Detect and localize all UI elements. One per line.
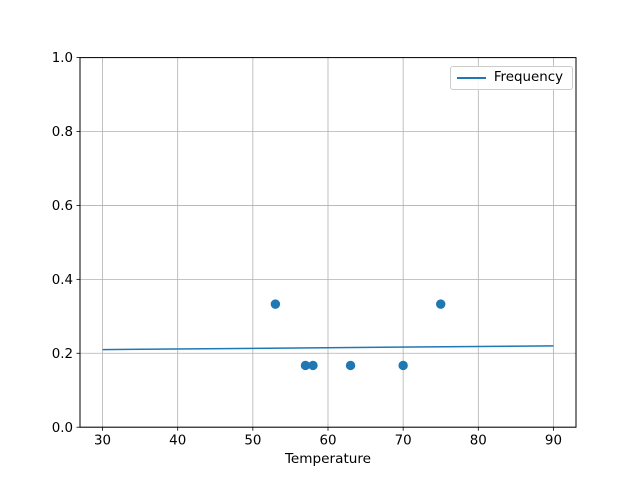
x-tick-label: 40: [169, 434, 186, 449]
scatter-point: [345, 360, 356, 371]
x-tick-label: 70: [395, 434, 412, 449]
y-tick-label: 0.6: [52, 199, 73, 214]
y-tick-label: 0.4: [52, 273, 73, 288]
y-tick-label: 1.0: [52, 51, 73, 66]
x-tick-label: 80: [470, 434, 487, 449]
scatter-point: [300, 360, 311, 371]
x-tick-label: 30: [94, 434, 111, 449]
x-tick-label: 60: [319, 434, 336, 449]
scatter-point: [270, 299, 281, 309]
legend-line-sample: [456, 77, 486, 79]
x-tick-label: 50: [244, 434, 261, 449]
legend-label: Frequency: [493, 70, 563, 86]
y-tick-label: 0.0: [52, 421, 73, 436]
x-tick-label: 90: [545, 434, 562, 449]
scatter-point: [308, 360, 318, 371]
x-axis-label: Temperature: [284, 451, 372, 467]
legend: Frequency: [449, 66, 573, 90]
y-tick-label: 0.8: [52, 125, 73, 140]
scatter-point: [398, 360, 408, 371]
scatter-point: [436, 299, 446, 309]
line-series: [102, 345, 554, 351]
y-tick-label: 0.2: [52, 347, 73, 362]
